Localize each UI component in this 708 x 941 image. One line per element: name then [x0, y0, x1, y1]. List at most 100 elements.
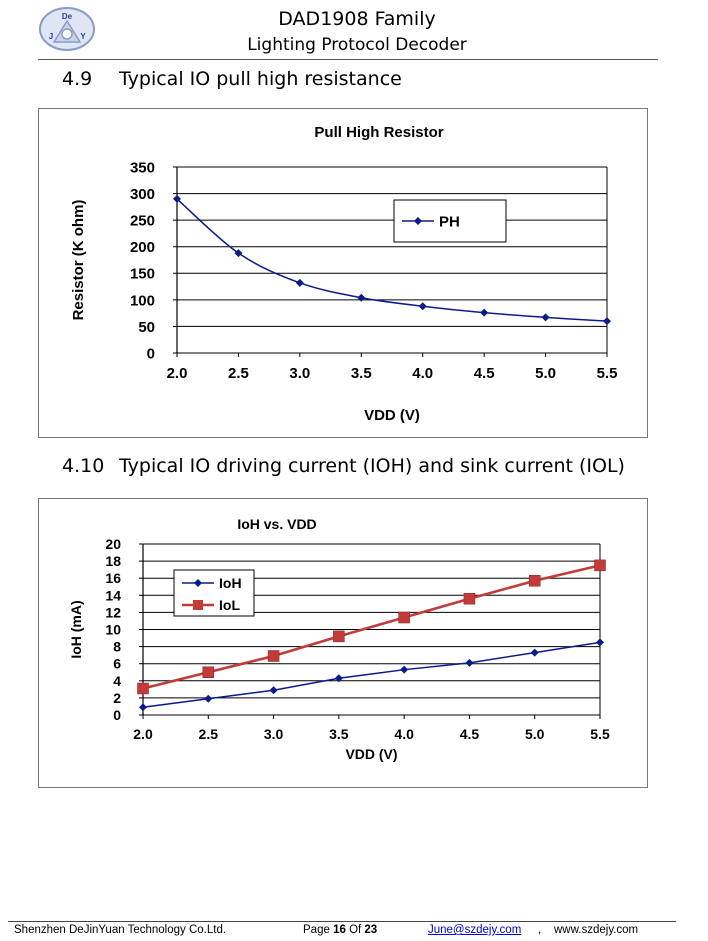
section-heading-4-9: 4.9 Typical IO pull high resistance: [62, 68, 402, 90]
data-point-iol: [594, 559, 606, 572]
x-tick-label: 5.5: [590, 726, 610, 742]
y-tick-label: 0: [147, 345, 155, 362]
x-tick-label: 3.5: [329, 726, 349, 742]
y-tick-label: 100: [130, 292, 155, 309]
chart-pull-high-resistor: Pull High Resistor 0 50 100 150 200 250 300 350 2…: [38, 108, 648, 438]
x-tick-label: 3.0: [264, 726, 284, 742]
y-axis-label: Resistor (K ohm): [70, 200, 87, 321]
x-tick-label: 4.5: [474, 365, 495, 382]
x-tick-label: 5.0: [525, 726, 545, 742]
data-point-ioh: [139, 703, 147, 712]
y-tick-label: 50: [138, 319, 155, 336]
chart-title: Pull High Resistor: [314, 124, 443, 141]
page-number: 16: [333, 924, 346, 936]
x-tick-label: 3.0: [289, 365, 310, 382]
legend-label-iol: IoL: [219, 597, 240, 613]
x-tick-label: 2.0: [167, 365, 188, 382]
data-point-ph: [357, 293, 366, 302]
x-tick-label: 4.0: [412, 365, 433, 382]
data-point-ioh: [400, 665, 409, 674]
y-tick-label: 200: [130, 239, 155, 256]
document-title: DAD1908 Family: [278, 8, 436, 30]
section-title: Typical IO pull high resistance: [119, 68, 402, 90]
x-tick-label: 4.0: [394, 726, 414, 742]
data-point-iol: [528, 575, 541, 587]
section-number: 4.10: [62, 455, 105, 477]
data-point-ioh: [204, 694, 213, 703]
data-point-iol: [463, 592, 476, 605]
legend-label-ph: PH: [439, 213, 460, 230]
legend-marker-ph: [414, 217, 422, 225]
y-tick-label: 12: [105, 604, 121, 620]
section-number: 4.9: [62, 68, 93, 90]
data-point-ioh: [269, 686, 278, 695]
data-point-ph: [295, 278, 304, 287]
y-tick-label: 18: [105, 553, 121, 569]
data-point-iol: [398, 611, 410, 624]
data-point-iol: [137, 682, 149, 695]
data-point-ph: [541, 313, 550, 322]
legend-marker-ioh: [194, 579, 202, 587]
y-tick-label: 10: [105, 622, 121, 638]
company-logo: De J Y: [38, 6, 96, 52]
chart-svg: Pull High Resistor 0 50 100 150 200 250 300 350 2…: [70, 124, 618, 424]
footer-website: www.szdejy.com: [554, 924, 639, 936]
y-tick-label: 14: [105, 587, 121, 603]
data-point-ph: [234, 249, 243, 258]
svg-text:De: De: [62, 12, 73, 21]
section-heading-4-10: 4.10 Typical IO driving current (IOH) and…: [62, 455, 625, 477]
x-axis-label: VDD (V): [364, 407, 420, 424]
y-tick-label: 0: [113, 707, 121, 723]
svg-text:J: J: [49, 32, 53, 41]
document-subtitle: Lighting Protocol Decoder: [247, 35, 467, 55]
y-tick-label: 150: [130, 266, 155, 283]
data-point-iol: [267, 650, 280, 662]
data-point-ioh: [334, 674, 343, 683]
series-line-iol: [142, 564, 601, 690]
footer-divider: [8, 921, 676, 922]
x-tick-label: 2.5: [199, 726, 219, 742]
footer-page-indicator: Page 16 Of 23: [303, 924, 377, 936]
data-point-ph: [603, 317, 611, 326]
of-label: Of: [349, 924, 362, 936]
y-tick-label: 350: [130, 159, 155, 176]
svg-text:Y: Y: [80, 32, 86, 41]
y-axis-label: IoH (mA): [68, 600, 84, 658]
y-tick-label: 20: [105, 536, 121, 552]
x-tick-label: 2.0: [133, 726, 153, 742]
x-tick-label: 4.5: [460, 726, 480, 742]
y-tick-label: 16: [105, 570, 121, 586]
x-tick-label: 5.0: [535, 365, 556, 382]
chart-ioh-vs-vdd: IoH vs. VDD 0 2 4 6 8 10 12 14 16 18 20 2.0 2.5 3.0 3.5…: [38, 498, 648, 788]
data-point-ioh: [596, 638, 604, 647]
section-title: Typical IO driving current (IOH) and sin…: [119, 455, 625, 477]
x-tick-label: 3.5: [351, 365, 372, 382]
x-tick-label: 5.5: [597, 365, 618, 382]
x-tick-label: 2.5: [228, 365, 249, 382]
footer-separator: ,: [538, 924, 542, 936]
legend-marker-iol: [193, 600, 203, 610]
data-point-ph: [480, 308, 489, 317]
y-tick-label: 4: [113, 673, 121, 689]
footer-company: Shenzhen DeJinYuan Technology Co.Ltd.: [14, 924, 227, 936]
data-point-iol: [333, 630, 345, 643]
legend-box: [173, 569, 255, 617]
chart-title: IoH vs. VDD: [237, 516, 316, 532]
data-point-ph: [418, 302, 427, 311]
series-line-ph: [176, 198, 608, 322]
y-tick-label: 300: [130, 186, 155, 203]
data-point-ioh: [465, 658, 474, 667]
x-axis-label: VDD (V): [345, 746, 397, 762]
legend-label-ioh: IoH: [219, 575, 242, 591]
y-tick-label: 2: [113, 690, 121, 706]
y-tick-label: 250: [130, 213, 155, 230]
series-line-ioh: [142, 641, 601, 709]
data-point-ioh: [530, 648, 539, 657]
data-point-iol: [202, 666, 215, 678]
header-divider: [38, 59, 658, 60]
data-point-ph: [173, 194, 181, 203]
page-total: 23: [364, 924, 378, 936]
page-label: Page: [303, 924, 330, 936]
footer-email-link[interactable]: June@szdejy.com: [428, 924, 522, 936]
